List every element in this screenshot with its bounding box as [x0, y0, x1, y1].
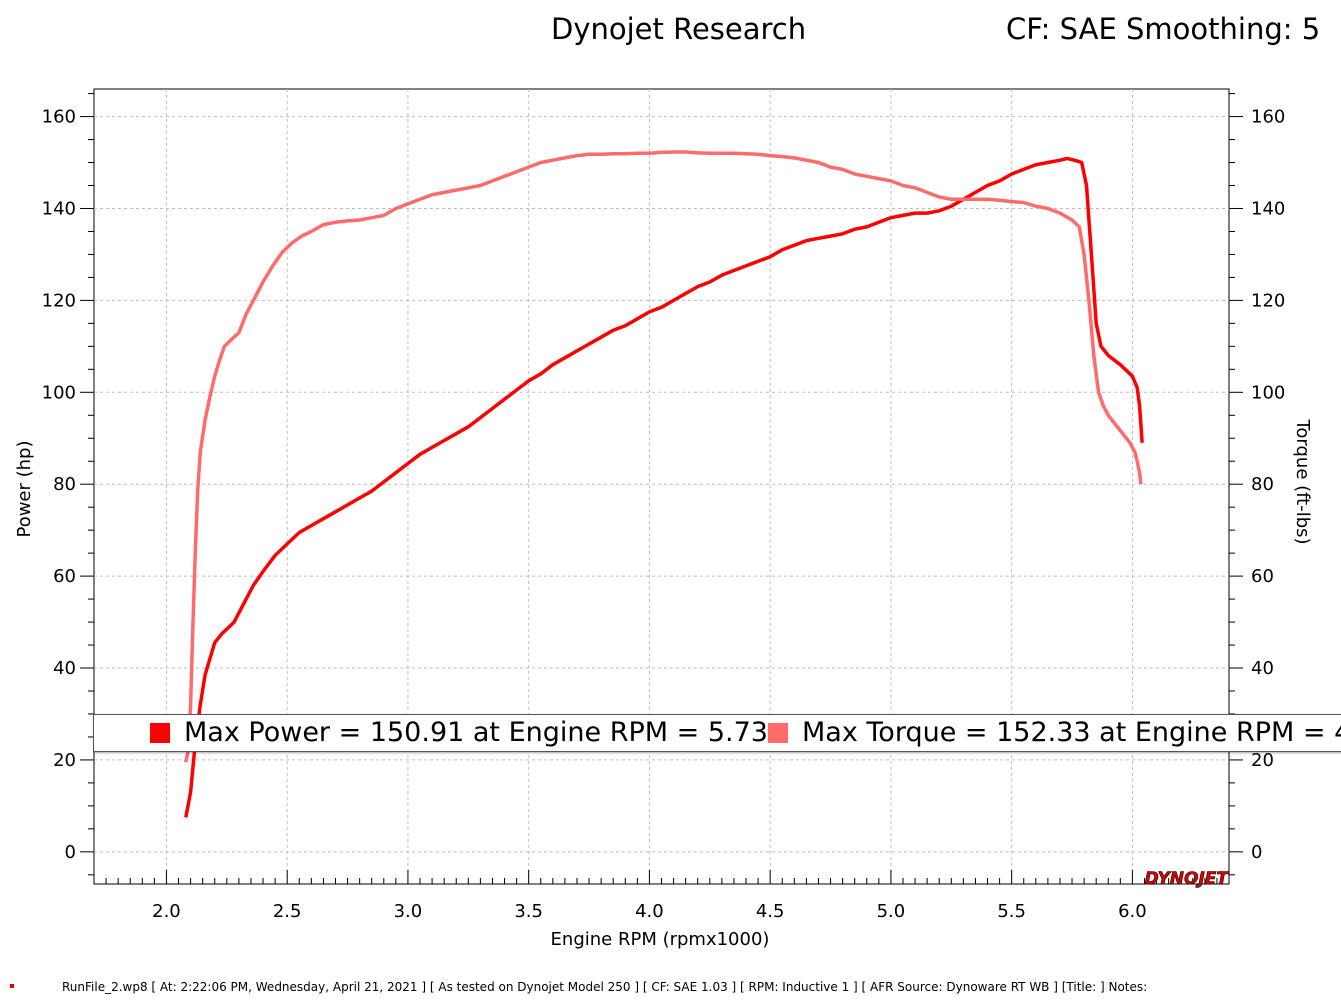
- chart-title: Dynojet Research: [551, 12, 807, 46]
- y-right-tick-label: 20: [1251, 750, 1274, 771]
- x-tick-label: 3.5: [514, 901, 543, 922]
- x-tick-label: 2.5: [273, 901, 302, 922]
- torque-curve-line: [184, 150, 1143, 763]
- x-tick-label: 4.0: [635, 901, 664, 922]
- x-axis-label: Engine RPM (rpmx1000): [551, 929, 770, 950]
- y-left-tick-label: 40: [53, 658, 76, 679]
- power-curve-line: [184, 156, 1144, 818]
- dyno-chart: 0 0 20 20 40 40 60 60 80 80 100 100 120 120 140 140 160 1…: [14, 88, 1313, 950]
- y-right-tick-label: 80: [1251, 474, 1274, 495]
- x-tick-label: 5.5: [997, 901, 1026, 922]
- y-axis-right-label: Torque (ft-lbs): [1292, 418, 1313, 544]
- y-right-tick-label: 0: [1251, 842, 1262, 863]
- x-tick-label: 5.0: [877, 901, 906, 922]
- y-left-tick-label: 80: [53, 474, 76, 495]
- footer-marker: [10, 984, 14, 988]
- legend-label-torque: Max Torque = 152.33 at Engine RPM = 4.1: [802, 717, 1341, 748]
- run-info-footer: RunFile_2.wp8 [ At: 2:22:06 PM, Wednesda…: [62, 980, 1148, 994]
- y-left-tick-label: 140: [42, 198, 76, 219]
- legend-swatch-torque: [768, 723, 788, 743]
- y-left-tick-label: 60: [53, 566, 76, 587]
- y-left-tick-label: 100: [42, 382, 76, 403]
- y-left-tick-label: 160: [42, 107, 76, 128]
- y-right-tick-label: 120: [1251, 290, 1285, 311]
- y-left-tick-label: 120: [42, 290, 76, 311]
- x-tick-label: 2.0: [152, 901, 181, 922]
- y-left-tick-label: 20: [53, 750, 76, 771]
- legend-box: Max Power = 150.91 at Engine RPM = 5.73 …: [93, 714, 1341, 752]
- y-right-tick-label: 60: [1251, 566, 1274, 587]
- legend-swatch-power: [150, 723, 170, 743]
- y-right-tick-label: 100: [1251, 382, 1285, 403]
- y-right-tick-label: 160: [1251, 107, 1285, 128]
- x-tick-label: 4.5: [756, 901, 785, 922]
- legend-item-power: Max Power = 150.91 at Engine RPM = 5.73: [150, 715, 768, 751]
- y-right-tick-label: 40: [1251, 658, 1274, 679]
- y-axis-left-label: Power (hp): [14, 440, 35, 537]
- dynojet-logo: DYNOJET: [1145, 869, 1230, 889]
- legend-item-torque: Max Torque = 152.33 at Engine RPM = 4.1: [768, 715, 1341, 751]
- legend-label-power: Max Power = 150.91 at Engine RPM = 5.73: [184, 717, 768, 748]
- x-tick-label: 3.0: [394, 901, 423, 922]
- correction-factor-label: CF: SAE Smoothing: 5: [1006, 12, 1321, 46]
- x-tick-label: 6.0: [1118, 901, 1147, 922]
- y-left-tick-label: 0: [65, 842, 76, 863]
- y-right-tick-label: 140: [1251, 198, 1285, 219]
